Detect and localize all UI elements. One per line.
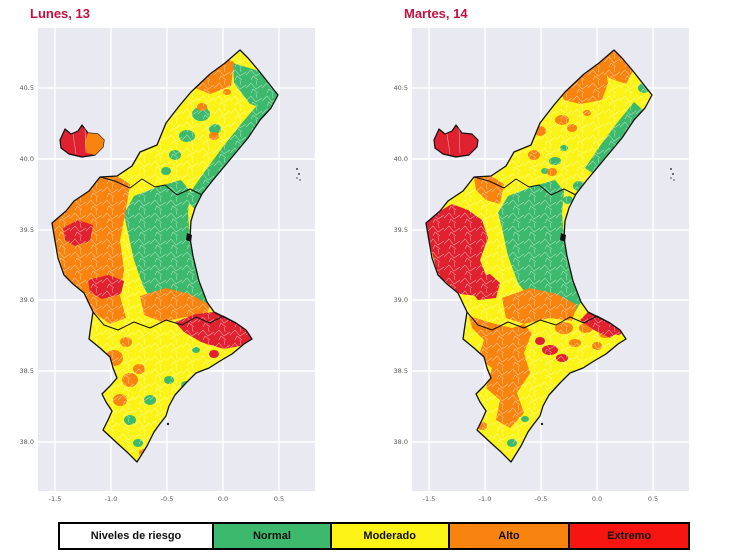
y-tick-label: 38.5 bbox=[393, 367, 408, 375]
valencia-alicante-border bbox=[466, 311, 611, 331]
x-tick-label: 0.5 bbox=[647, 495, 659, 503]
region-outline bbox=[425, 49, 653, 463]
castellon-valencia-border bbox=[473, 176, 577, 196]
y-tick-label: 40.5 bbox=[19, 84, 34, 92]
ademuz-exclave bbox=[59, 124, 105, 158]
columbretes-islands bbox=[296, 168, 301, 181]
municipality-borders-texture bbox=[52, 50, 278, 462]
y-tick-label: 38.0 bbox=[393, 438, 408, 446]
legend-header-cell: Niveles de riesgo bbox=[60, 524, 213, 548]
tabarca-island bbox=[166, 422, 170, 426]
y-tick-label: 40.5 bbox=[393, 84, 408, 92]
x-tick-label: 0.5 bbox=[273, 495, 285, 503]
y-tick-label: 39.5 bbox=[19, 226, 34, 234]
y-tick-label: 39.0 bbox=[19, 296, 34, 304]
y-tick-label: 39.0 bbox=[393, 296, 408, 304]
x-tick-label: -1.0 bbox=[104, 495, 118, 503]
map-title-martes: Martes, 14 bbox=[404, 6, 468, 21]
region-outline bbox=[51, 49, 279, 463]
valencia-port bbox=[186, 233, 192, 242]
municipality-fills bbox=[52, 50, 278, 462]
map-block-martes: Martes, 14 40.5 40.0 39.5 39.0 38.5 38.0 bbox=[374, 0, 749, 512]
x-tick-label: -0.5 bbox=[160, 495, 174, 503]
valencia-port bbox=[560, 233, 566, 242]
y-tick-label: 38.0 bbox=[19, 438, 34, 446]
x-tick-label: -0.5 bbox=[534, 495, 548, 503]
plot-panel-martes bbox=[412, 28, 689, 491]
legend-cell-normal: Normal bbox=[212, 524, 330, 548]
ademuz-exclave bbox=[433, 124, 479, 158]
map-block-lunes: Lunes, 13 40.5 40.0 39.5 39.0 38.5 38.0 bbox=[0, 0, 375, 512]
valencia-alicante-border bbox=[92, 311, 237, 331]
x-tick-label: -1.0 bbox=[478, 495, 492, 503]
x-tick-label: -1.5 bbox=[422, 495, 436, 503]
y-tick-label: 39.5 bbox=[393, 226, 408, 234]
castellon-valencia-border bbox=[99, 176, 203, 196]
choropleth-map-lunes bbox=[38, 28, 315, 491]
municipality-borders-texture bbox=[426, 50, 652, 462]
x-tick-label: -1.5 bbox=[48, 495, 62, 503]
map-title-lunes: Lunes, 13 bbox=[30, 6, 90, 21]
y-tick-label: 40.0 bbox=[19, 155, 34, 163]
columbretes-islands bbox=[670, 168, 675, 181]
plot-panel-lunes bbox=[38, 28, 315, 491]
risk-legend: Niveles de riesgo Normal Moderado Alto E… bbox=[58, 522, 690, 550]
x-tick-label: 0.0 bbox=[217, 495, 229, 503]
municipality-fills bbox=[426, 50, 652, 462]
y-tick-label: 38.5 bbox=[19, 367, 34, 375]
legend-cell-alto: Alto bbox=[447, 524, 569, 548]
x-tick-label: 0.0 bbox=[591, 495, 603, 503]
tabarca-island bbox=[540, 422, 544, 426]
choropleth-map-martes bbox=[412, 28, 689, 491]
legend-cell-extremo: Extremo bbox=[568, 524, 689, 548]
legend-cell-moderado: Moderado bbox=[329, 524, 448, 548]
y-tick-label: 40.0 bbox=[393, 155, 408, 163]
